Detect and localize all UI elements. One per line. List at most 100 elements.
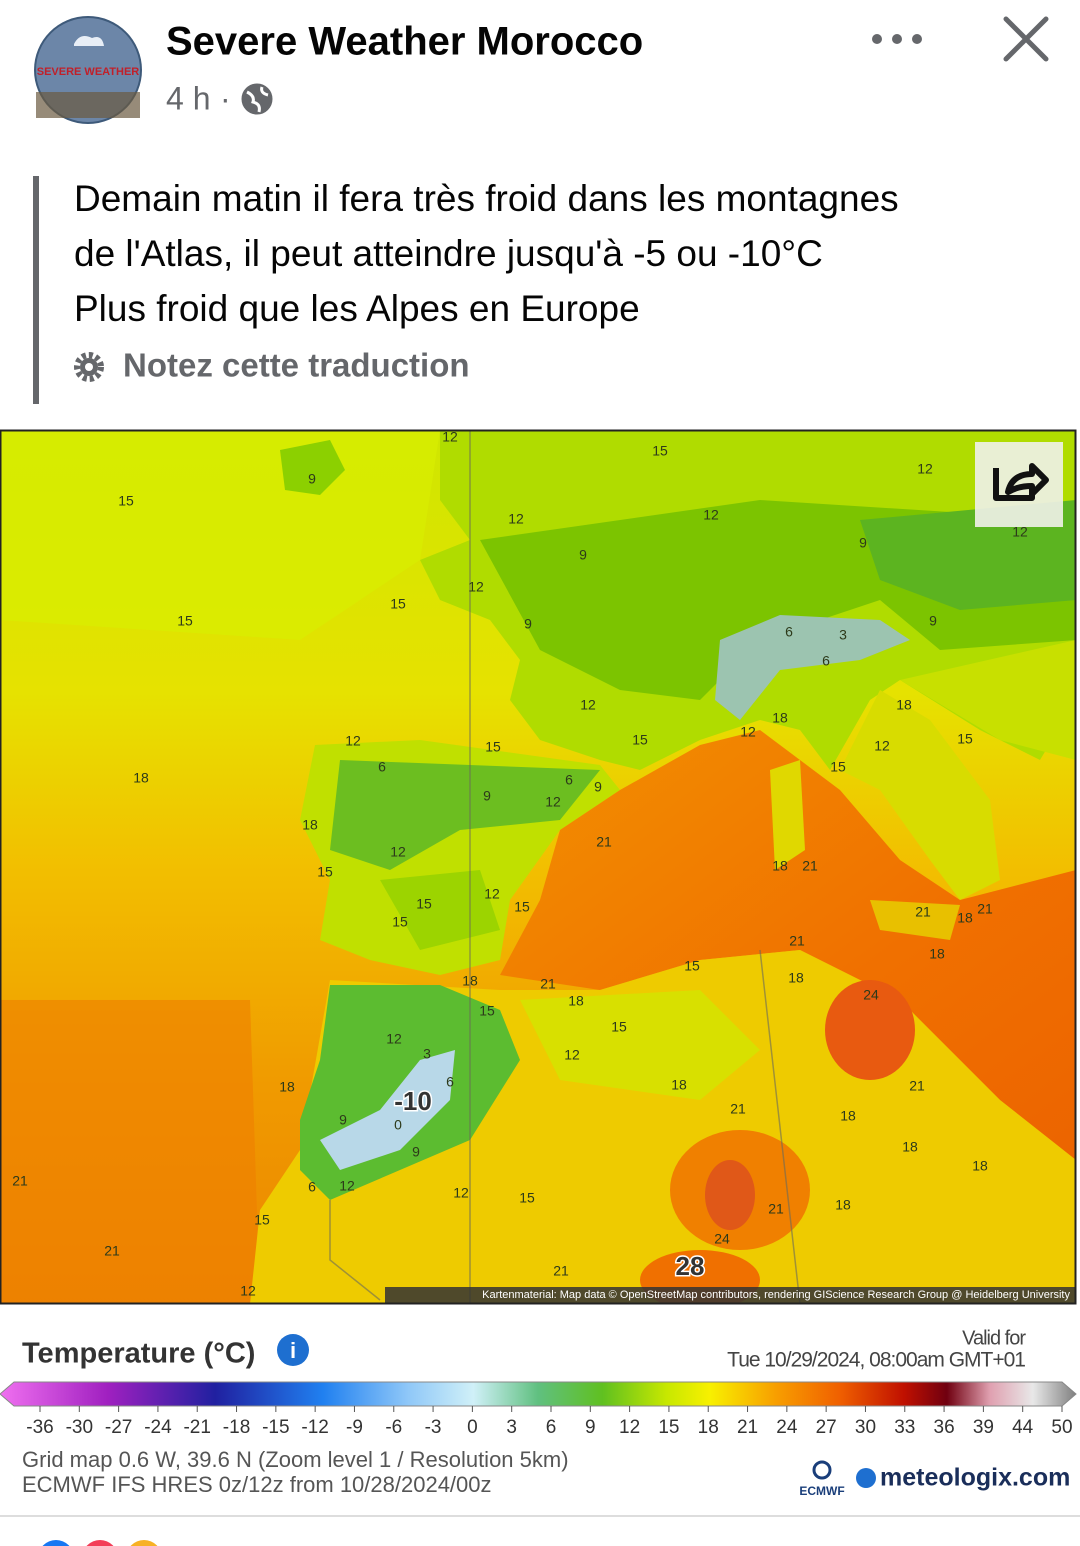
- map-label: 12: [345, 733, 361, 749]
- map-label: 15: [684, 958, 700, 974]
- map-label: 12: [484, 886, 500, 902]
- brand-icon: [856, 1468, 876, 1488]
- map-label: 6: [822, 653, 830, 669]
- map-label: 15: [485, 739, 501, 755]
- map-label: 12: [874, 738, 890, 754]
- scale-tick-label: 27: [816, 1417, 837, 1438]
- scale-tick-label: 50: [1051, 1417, 1072, 1438]
- map-label: 6: [565, 772, 573, 788]
- translation-note[interactable]: Notez cette traduction: [123, 347, 470, 384]
- brand[interactable]: meteologix.com: [880, 1464, 1070, 1492]
- map-label: 21: [540, 976, 556, 992]
- scale-tick-label: -18: [223, 1417, 250, 1438]
- scale-tick-label: 6: [546, 1417, 557, 1438]
- scale-tick-label: -36: [26, 1417, 53, 1438]
- map-label: 15: [177, 613, 193, 629]
- map-label: 18: [302, 817, 318, 833]
- scale-tick-label: 3: [506, 1417, 517, 1438]
- post-time[interactable]: 4 h: [166, 80, 210, 116]
- page-name[interactable]: Severe Weather Morocco: [166, 20, 643, 64]
- scale-tick-label: -9: [346, 1417, 363, 1438]
- scale-tick-label: 30: [855, 1417, 876, 1438]
- info-icon[interactable]: i: [277, 1334, 309, 1366]
- post-line: Demain matin il fera très froid dans les…: [74, 178, 899, 219]
- scale-tick-label: 12: [619, 1417, 640, 1438]
- map-label: 21: [12, 1173, 28, 1189]
- scale-tick-label: 0: [467, 1417, 478, 1438]
- map-label: 18: [929, 946, 945, 962]
- map-label: 18: [568, 993, 584, 1009]
- map-label: 9: [483, 788, 491, 804]
- map-label: 18: [840, 1108, 856, 1124]
- map-border: [0, 429, 1077, 1305]
- map-label: 18: [835, 1197, 851, 1213]
- scale-tick-label: -30: [66, 1417, 93, 1438]
- map-label: 6: [308, 1179, 316, 1195]
- scale-tick-label: 24: [776, 1417, 798, 1438]
- map-label: 15: [652, 443, 668, 459]
- map-label: 15: [611, 1019, 627, 1035]
- map-label: 15: [632, 732, 648, 748]
- map-label: 9: [594, 779, 602, 795]
- map-label: 21: [789, 933, 805, 949]
- map-label: 24: [714, 1231, 730, 1247]
- map-label: 12: [580, 697, 596, 713]
- map-label: 9: [859, 535, 867, 551]
- map-label: 12: [508, 511, 524, 527]
- scale-tick-label: -6: [385, 1417, 402, 1438]
- map-label: 15: [392, 914, 408, 930]
- avatar-text: SEVERE WEATHER: [37, 66, 140, 78]
- ecmwf-logo: ECMWF: [799, 1460, 845, 1498]
- separator: ·: [220, 80, 231, 116]
- map-label: 9: [929, 613, 937, 629]
- map-label: 12: [1012, 524, 1028, 540]
- map-label: 21: [802, 858, 818, 874]
- svg-text:i: i: [290, 1338, 296, 1363]
- map-label: 15: [479, 1003, 495, 1019]
- scale-tick-label: 44: [1012, 1417, 1034, 1438]
- map-label: 21: [104, 1243, 120, 1259]
- map-label: 18: [972, 1158, 988, 1174]
- share-button[interactable]: [975, 442, 1063, 527]
- map-label: 12: [240, 1283, 256, 1299]
- scale-tick-label: 15: [658, 1417, 679, 1438]
- gear-icon: [74, 352, 104, 382]
- map-label: 15: [514, 899, 530, 915]
- post-line: Plus froid que les Alpes en Europe: [74, 288, 640, 329]
- map-label: 15: [390, 596, 406, 612]
- map-label: 12: [453, 1185, 469, 1201]
- close-button[interactable]: [1003, 16, 1049, 62]
- map-label: 21: [730, 1101, 746, 1117]
- scale-tick-label: -15: [262, 1417, 289, 1438]
- map-label: 12: [390, 844, 406, 860]
- map-label: 15: [830, 759, 846, 775]
- quote-bar: [33, 176, 39, 404]
- map-label: 12: [442, 429, 458, 445]
- map-label: 21: [977, 901, 993, 917]
- grid-info: Grid map 0.6 W, 39.6 N (Zoom level 1 / R…: [22, 1447, 569, 1472]
- map-label: 12: [917, 461, 933, 477]
- valid-time: Tue 10/29/2024, 08:00am GMT+01: [727, 1349, 1025, 1372]
- map-label: 21: [915, 904, 931, 920]
- scale-tick-label: 18: [698, 1417, 719, 1438]
- map-label: 9: [339, 1112, 347, 1128]
- map-label: 21: [768, 1201, 784, 1217]
- map-label: 3: [839, 627, 847, 643]
- map-label: 18: [957, 910, 973, 926]
- map-label: 15: [519, 1190, 535, 1206]
- globe-icon: [241, 83, 273, 115]
- map-label: 18: [671, 1077, 687, 1093]
- avatar[interactable]: SEVERE WEATHER: [34, 16, 142, 124]
- map-label: 12: [703, 507, 719, 523]
- map-label: 15: [254, 1212, 270, 1228]
- map-label: 18: [788, 970, 804, 986]
- reactions[interactable]: [38, 1540, 162, 1546]
- map-label: 6: [378, 759, 386, 775]
- post-line: de l'Atlas, il peut atteindre jusqu'à -5…: [74, 233, 823, 274]
- map-label: 3: [423, 1046, 431, 1062]
- map-label: 9: [579, 547, 587, 563]
- map-label: 12: [564, 1047, 580, 1063]
- more-button[interactable]: [872, 34, 922, 44]
